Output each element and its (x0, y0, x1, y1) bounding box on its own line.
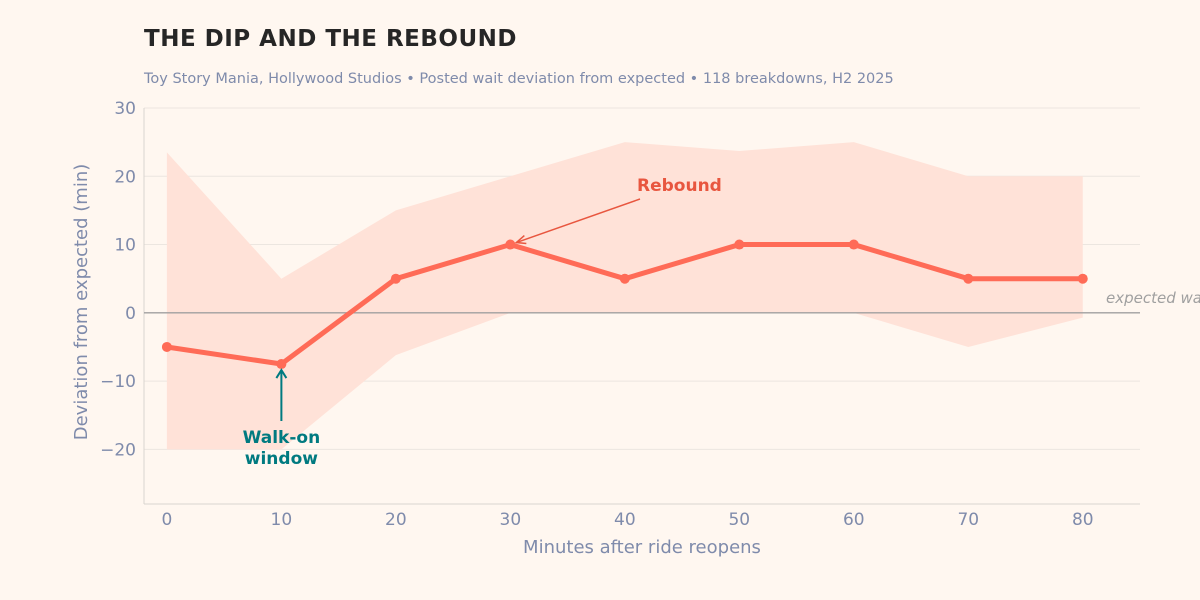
confidence-band (166, 142, 1083, 450)
x-tick-label: 10 (271, 510, 293, 530)
data-point (619, 273, 630, 284)
rebound-arrowhead (514, 234, 527, 245)
y-axis-label: Deviation from expected (min) (71, 164, 92, 441)
y-tick-label: 10 (114, 236, 136, 256)
data-point (734, 239, 745, 250)
y-tick-label: 20 (114, 167, 136, 187)
x-tick-label: 70 (957, 510, 979, 530)
walk-on-annotation: Walk-on (243, 428, 321, 448)
x-tick-label: 40 (614, 510, 636, 530)
data-point (505, 239, 516, 250)
x-tick-label: 60 (843, 510, 865, 530)
data-point (276, 359, 287, 370)
x-tick-label: 30 (500, 510, 522, 530)
x-tick-label: 50 (728, 510, 750, 530)
x-tick-label: 0 (161, 510, 172, 530)
y-tick-label: 30 (114, 99, 136, 119)
data-point (1077, 273, 1088, 284)
data-point (161, 341, 172, 352)
walk-on-annotation: window (245, 449, 318, 469)
y-tick-label: −20 (100, 440, 136, 460)
rebound-arrow (516, 198, 641, 244)
chart-subtitle: Toy Story Mania, Hollywood Studios • Pos… (144, 71, 894, 87)
x-axis-label: Minutes after ride reopens (523, 537, 761, 558)
data-point (963, 273, 974, 284)
x-tick-label: 80 (1072, 510, 1094, 530)
walk-on-arrowhead (275, 368, 288, 379)
y-tick-label: 0 (125, 304, 136, 324)
chart-title: THE DIP AND THE REBOUND (144, 26, 517, 52)
y-tick-label: −10 (100, 372, 136, 392)
rebound-annotation: Rebound (637, 176, 722, 196)
reference-line-label: expected wait (1106, 289, 1200, 307)
x-tick-label: 20 (385, 510, 407, 530)
data-point (848, 239, 859, 250)
data-point (390, 273, 401, 284)
